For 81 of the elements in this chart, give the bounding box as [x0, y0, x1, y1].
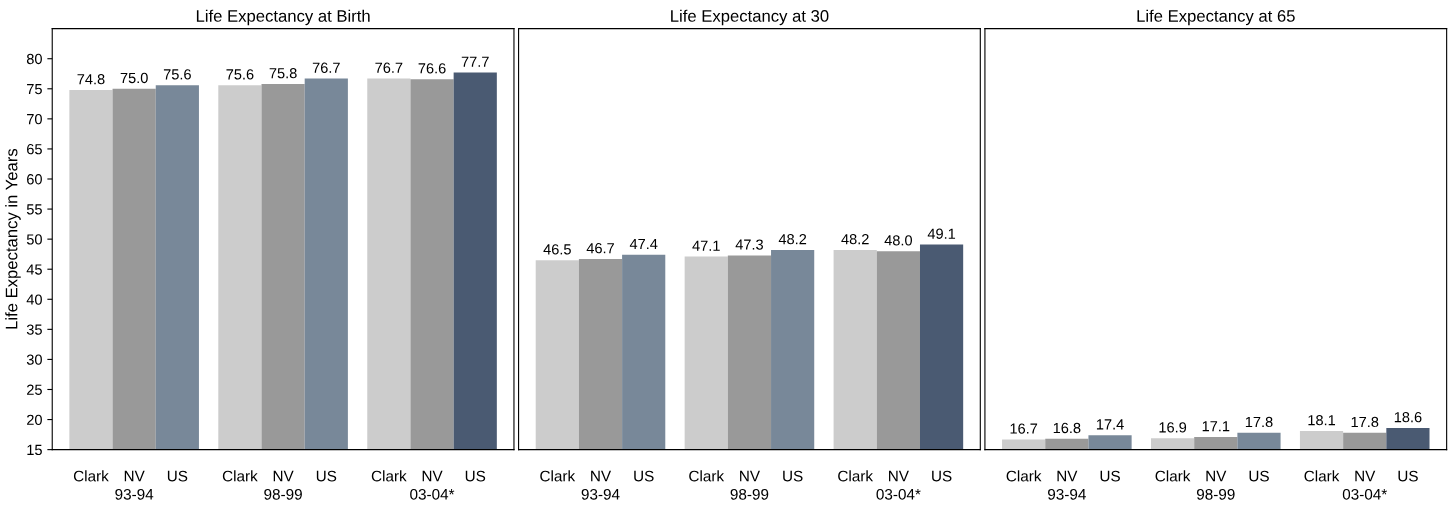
chart-title: Life Expectancy at 65 [1137, 9, 1295, 26]
data-label: 16.7 [1010, 423, 1038, 434]
data-label: 17.8 [1245, 416, 1273, 428]
data-label: 17.1 [1202, 421, 1230, 432]
data-label: 75.6 [163, 69, 191, 80]
x-tick-label: 03-04* [1342, 488, 1387, 500]
text: US [783, 470, 803, 482]
y-tick-label: 65 [27, 144, 42, 155]
text: Clark [689, 470, 725, 482]
y-tick-label: 25 [27, 384, 42, 395]
data-label: 75.6 [226, 69, 254, 80]
data-label: 76.6 [418, 63, 446, 74]
text: Clark [222, 470, 258, 482]
text: NV [1206, 470, 1227, 482]
text: NV [1355, 470, 1376, 482]
series-label: Clark [540, 470, 576, 482]
series-label: US [634, 470, 654, 482]
y-tick-label: 35 [26, 324, 42, 335]
y-tick-label: 50 [26, 234, 42, 245]
data-label: 75.0 [120, 72, 148, 84]
series-label: Clark [73, 470, 109, 482]
x-tick-label: 98-99 [730, 488, 769, 500]
data-label: 16.9 [1159, 422, 1187, 433]
x-tick-label: 03-04* [410, 488, 455, 500]
text: NV [273, 470, 294, 482]
series-label: US [1100, 470, 1120, 482]
chart-title: Life Expectancy at 30 [671, 9, 829, 26]
y-tick-label: 80 [26, 53, 42, 65]
text: US [1249, 470, 1269, 482]
y-tick-label: 60 [27, 174, 42, 185]
series-label: NV [124, 470, 145, 482]
data-label: 76.7 [312, 62, 340, 73]
text: Clark [371, 470, 407, 482]
text: Clark [838, 470, 874, 482]
x-tick-label: 93-94 [581, 488, 620, 500]
x-tick-label: 98-99 [1196, 488, 1235, 500]
y-tick-label: 75 [27, 84, 42, 95]
data-label: 75.8 [269, 68, 297, 79]
data-label: 46.7 [586, 243, 614, 254]
data-label: 47.3 [735, 239, 763, 250]
series-label: NV [591, 470, 612, 482]
y-tick-label: 15 [27, 444, 42, 456]
text: Clark [1155, 470, 1191, 482]
data-label: 48.2 [841, 233, 869, 245]
x-tick-label: 93-94 [115, 488, 154, 500]
series-label: Clark [1006, 470, 1042, 482]
y-tick-label: 55 [26, 204, 42, 215]
text: NV [422, 470, 443, 482]
data-label: 49.1 [927, 228, 956, 239]
data-label: 47.4 [629, 238, 658, 249]
data-label: 17.8 [1351, 416, 1379, 428]
x-tick-label: 03-04* [876, 488, 921, 500]
text: US [932, 470, 952, 482]
data-label: 76.7 [375, 62, 403, 73]
data-label: 48.2 [778, 233, 807, 245]
data-label: 18.6 [1394, 411, 1422, 423]
data-label: 46.5 [543, 244, 571, 255]
x-tick-label: 98-99 [264, 488, 302, 500]
y-tick-label: 45 [26, 264, 42, 275]
data-label: 74.8 [77, 74, 105, 85]
text: NV [889, 470, 909, 482]
y-tick-label: 30 [26, 354, 42, 365]
y-tick-label: 40 [26, 294, 42, 305]
data-label: 48.0 [884, 235, 913, 246]
series-label: US [167, 470, 188, 482]
text: US [465, 470, 486, 482]
text: US [316, 470, 337, 482]
data-label: 16.8 [1053, 422, 1081, 434]
text: NV [740, 470, 760, 482]
y-tick-label: 20 [27, 414, 42, 425]
text: US [1398, 470, 1418, 482]
series-label: NV [1057, 470, 1078, 482]
text: Clark [1304, 470, 1340, 482]
data-label: 17.4 [1096, 419, 1124, 430]
chart-title: Life Expectancy at Birth [196, 9, 370, 26]
y-axis-title: Life Expectancy in Years [5, 148, 21, 329]
x-tick-label: 93-94 [1048, 488, 1086, 500]
data-label: 77.7 [461, 56, 489, 67]
data-label: 47.1 [692, 240, 720, 251]
data-label: 18.1 [1308, 414, 1336, 426]
y-tick-label: 70 [27, 113, 42, 125]
